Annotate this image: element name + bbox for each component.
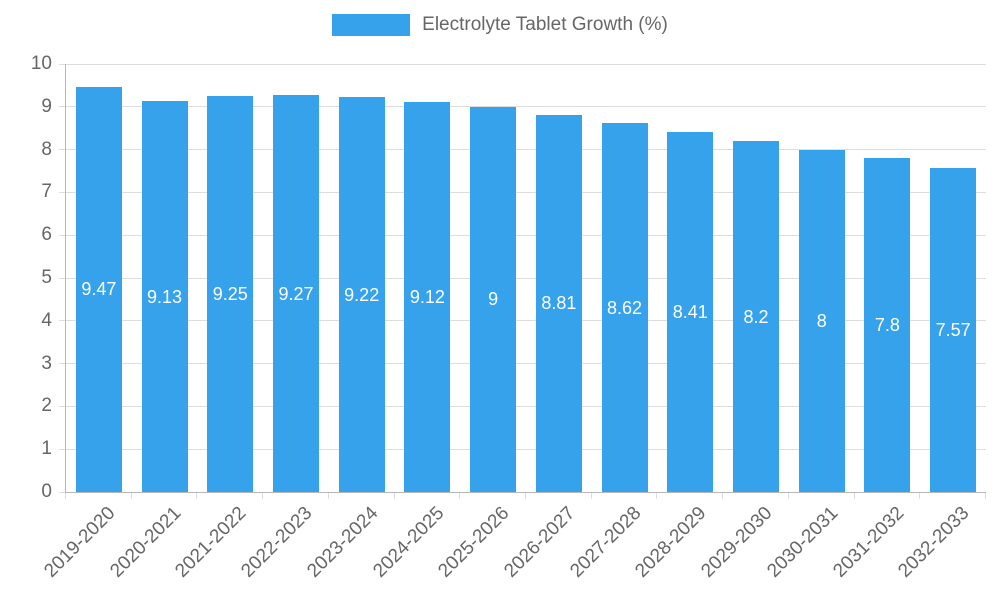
y-axis-tick-label: 6 — [41, 224, 52, 246]
x-axis-tick-label: 2028-2029 — [631, 502, 711, 582]
gridline — [66, 63, 986, 65]
y-axis-tick-label: 2 — [41, 395, 52, 417]
y-axis-tick-mark — [59, 191, 65, 193]
gridline — [66, 320, 986, 322]
x-axis-tick-mark — [327, 493, 329, 499]
x-axis-tick-label: 2027-2028 — [566, 502, 646, 582]
bar — [470, 106, 517, 492]
bar-value-label: 7.8 — [874, 315, 900, 336]
x-axis-tick-label: 2020-2021 — [106, 502, 186, 582]
gridline — [66, 191, 986, 193]
x-axis-tick-mark — [130, 493, 132, 499]
gridline — [66, 149, 986, 151]
y-axis-tick-mark — [59, 405, 65, 407]
y-axis-tick-label: 10 — [30, 53, 52, 74]
x-axis-tick-label: 2029-2030 — [697, 502, 777, 582]
x-axis-tick-label: 2024-2025 — [368, 502, 448, 582]
y-axis-tick-label: 1 — [41, 438, 52, 460]
y-axis-tick-mark — [59, 149, 65, 151]
legend-label: Electrolyte Tablet Growth (%) — [422, 14, 668, 35]
bar-value-label: 9.27 — [278, 283, 314, 304]
y-axis-tick-mark — [59, 363, 65, 365]
x-axis-tick-mark — [196, 493, 198, 499]
x-axis-tick-mark — [722, 493, 724, 499]
bar — [338, 97, 385, 492]
x-axis-tick-label: 2023-2024 — [303, 502, 383, 582]
bar — [141, 101, 188, 492]
x-axis-tick-mark — [590, 493, 592, 499]
y-axis-tick-mark — [59, 234, 65, 236]
legend-item[interactable]: Electrolyte Tablet Growth (%) — [332, 14, 668, 36]
y-axis-tick-mark — [59, 491, 65, 493]
plot-area: 9.47 9.13 9.25 9.27 9.22 9.12 9 8.81 8.62 8.41 8.2… — [65, 63, 986, 493]
x-axis-tick-label: 2022-2023 — [237, 502, 317, 582]
bar — [601, 123, 648, 492]
y-axis-tick-label: 8 — [41, 138, 52, 160]
y-axis-tick-label: 5 — [41, 267, 52, 288]
y-axis-tick-mark — [59, 320, 65, 322]
legend: Electrolyte Tablet Growth (%) — [0, 14, 1000, 36]
x-axis-tick-mark — [525, 493, 526, 499]
gridline — [66, 277, 986, 279]
y-axis-tick-mark — [59, 63, 65, 65]
bar — [75, 86, 122, 492]
bar-value-label: 8.2 — [743, 306, 769, 327]
x-axis-tick-label: 2019-2020 — [40, 502, 120, 582]
bar-value-label: 9.25 — [212, 284, 248, 305]
bar — [404, 101, 451, 492]
gridline — [66, 234, 986, 236]
x-axis-tick-mark — [919, 493, 921, 499]
y-axis-tick-label: 4 — [41, 309, 52, 331]
legend-swatch — [332, 14, 411, 36]
x-axis-tick-mark — [459, 493, 461, 499]
x-axis-tick-label: 2025-2026 — [434, 502, 514, 582]
bar-value-label: 8 — [816, 310, 827, 331]
bar-value-label: 9 — [488, 289, 499, 310]
y-axis-tick-label: 7 — [41, 181, 52, 203]
x-axis-tick-label: 2031-2032 — [828, 502, 908, 582]
y-axis-tick-mark — [59, 448, 65, 450]
bar — [273, 95, 319, 492]
bar-value-label: 9.22 — [344, 284, 380, 305]
bar — [667, 132, 714, 492]
x-axis-tick-label: 2026-2027 — [500, 502, 580, 582]
x-axis-tick-mark — [853, 493, 855, 499]
bar-value-label: 8.62 — [607, 297, 643, 318]
x-axis-tick-label: 2021-2022 — [171, 502, 251, 582]
x-axis-tick-mark — [393, 493, 395, 499]
y-axis-tick-mark — [59, 277, 65, 279]
y-axis-tick-label: 9 — [41, 95, 52, 117]
bar-value-label: 9.47 — [81, 279, 117, 300]
y-axis-tick-mark — [59, 106, 65, 108]
bar — [930, 168, 977, 492]
x-axis-tick-mark — [656, 493, 658, 499]
x-axis-tick-mark — [65, 493, 66, 499]
gridline — [66, 405, 986, 407]
bar — [864, 158, 911, 492]
bar-value-label: 9.12 — [409, 286, 445, 307]
gridline — [66, 106, 986, 108]
bar — [733, 141, 779, 492]
bar-value-label: 8.41 — [672, 302, 708, 323]
gridline — [66, 448, 986, 450]
bar-value-label: 8.81 — [541, 293, 577, 314]
bar — [207, 96, 254, 492]
x-axis-tick-mark — [262, 493, 264, 499]
bar-value-label: 9.13 — [147, 286, 183, 307]
bar-value-label: 7.57 — [935, 320, 971, 340]
x-axis-tick-label: 2032-2033 — [894, 502, 974, 582]
x-axis-tick-mark — [985, 493, 986, 499]
x-axis-tick-mark — [787, 493, 789, 499]
x-axis-tick-label: 2030-2031 — [763, 502, 843, 582]
bar — [535, 114, 582, 492]
y-axis-tick-label: 3 — [41, 352, 52, 374]
bar — [798, 149, 845, 492]
y-axis-tick-label: 0 — [41, 481, 52, 502]
gridline — [66, 363, 986, 365]
